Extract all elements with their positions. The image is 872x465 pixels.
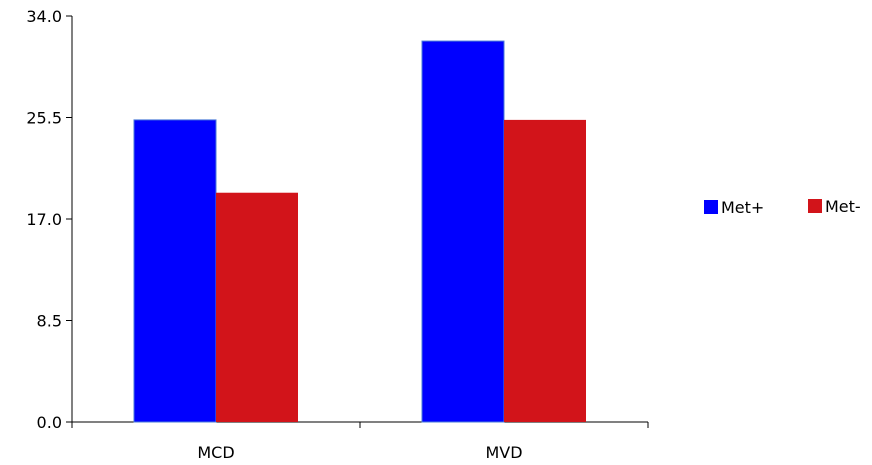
x-tick-label: MCD <box>197 443 234 462</box>
x-tick-label: MVD <box>485 443 522 462</box>
y-tick-label: 0.0 <box>37 413 62 432</box>
legend: Met+ Met- <box>704 197 861 217</box>
bar-met-plus-mvd <box>422 41 504 422</box>
x-axis-ticks: MCD MVD <box>72 422 648 462</box>
y-tick-label: 34.0 <box>26 7 62 26</box>
plot-area: 0.0 8.5 17.0 25.5 34.0 MCD MVD <box>26 7 648 462</box>
y-tick-label: 8.5 <box>37 312 62 331</box>
legend-label: Met+ <box>721 198 764 217</box>
y-tick-label: 17.0 <box>26 210 62 229</box>
bar-met-plus-mcd <box>134 120 216 422</box>
legend-swatch <box>704 200 718 214</box>
bar-met-minus-mcd <box>216 193 298 422</box>
y-axis-ticks: 0.0 8.5 17.0 25.5 34.0 <box>26 7 72 432</box>
y-tick-label: 25.5 <box>26 109 62 128</box>
bar-met-minus-mvd <box>504 120 586 422</box>
legend-swatch <box>808 199 822 213</box>
legend-label: Met- <box>825 197 861 216</box>
bars-group <box>134 41 586 422</box>
